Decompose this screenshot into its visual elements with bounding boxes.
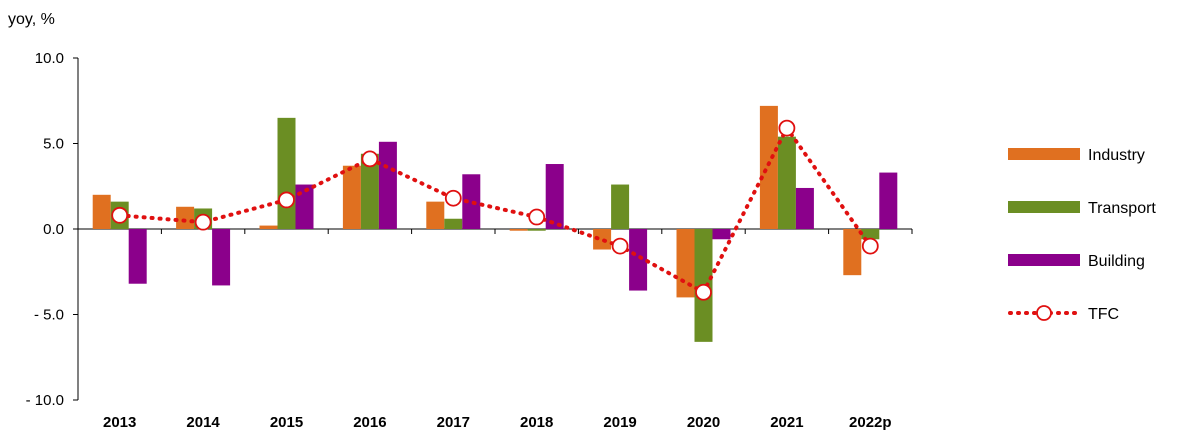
x-tick-label: 2022p bbox=[849, 414, 892, 431]
y-tick-label: 5.0 bbox=[43, 136, 64, 153]
bar-industry-2018 bbox=[509, 229, 528, 231]
legend-swatch-transport bbox=[1008, 201, 1080, 213]
bar-industry-2014 bbox=[176, 206, 195, 229]
bar-industry-2022p bbox=[843, 229, 862, 276]
bar-building-2019 bbox=[629, 229, 648, 291]
bar-industry-2016 bbox=[342, 165, 361, 229]
point-tfc-2015 bbox=[278, 191, 295, 209]
bar-transport-2016 bbox=[360, 153, 379, 229]
x-tick-label: 2019 bbox=[603, 414, 636, 431]
point-tfc-2019 bbox=[611, 237, 629, 255]
tfc-line bbox=[111, 119, 879, 301]
point-tfc-2022p bbox=[861, 237, 879, 255]
bar-industry-2021 bbox=[759, 105, 778, 229]
bar-building-2018 bbox=[545, 164, 564, 229]
bar-building-2022p bbox=[879, 172, 898, 229]
x-tick-label: 2021 bbox=[770, 414, 803, 431]
axis-labels: 10.0 5.0 0.0 - 5.0 - 10.0 2013 2014 2015 2016 201… bbox=[26, 50, 892, 431]
bar-building-2017 bbox=[462, 174, 481, 229]
point-tfc-2013 bbox=[111, 206, 129, 224]
legend-marker-tfc bbox=[1036, 305, 1052, 321]
x-tick-label: 2017 bbox=[437, 414, 470, 431]
bar-building-2016 bbox=[378, 141, 397, 229]
y-tick-label: - 5.0 bbox=[34, 307, 64, 324]
bar-transport-2015 bbox=[277, 117, 296, 229]
x-tick-label: 2020 bbox=[687, 414, 720, 431]
bar-industry-2019 bbox=[593, 229, 612, 250]
bar-building-2020 bbox=[712, 229, 731, 240]
x-tick-label: 2016 bbox=[353, 414, 386, 431]
x-tick-label: 2018 bbox=[520, 414, 553, 431]
bar-building-2015 bbox=[295, 184, 314, 229]
legend-label-building: Building bbox=[1088, 253, 1145, 270]
x-tick-label: 2014 bbox=[186, 414, 220, 431]
bar-building-2014 bbox=[212, 229, 231, 286]
bar-industry-2013 bbox=[92, 194, 111, 229]
x-tick-label: 2015 bbox=[270, 414, 303, 431]
bar-industry-2015 bbox=[259, 225, 278, 229]
bar-transport-2021 bbox=[777, 136, 796, 229]
bar-transport-2017 bbox=[444, 218, 463, 229]
y-tick-label: 0.0 bbox=[43, 221, 64, 238]
y-axis-unit-label: yoy, % bbox=[8, 11, 55, 28]
point-tfc-2014 bbox=[194, 213, 212, 231]
y-tick-label: - 10.0 bbox=[26, 392, 64, 409]
series-line-tfc bbox=[117, 124, 873, 296]
bar-building-2013 bbox=[128, 229, 147, 284]
bar-industry-2020 bbox=[676, 229, 695, 298]
point-tfc-2016 bbox=[361, 150, 379, 168]
legend-label-transport: Transport bbox=[1088, 200, 1156, 217]
bar-transport-2022p bbox=[861, 229, 880, 240]
point-tfc-2021 bbox=[778, 119, 796, 137]
legend-swatch-industry bbox=[1008, 148, 1080, 160]
bars bbox=[92, 105, 898, 342]
bar-building-2021 bbox=[795, 187, 814, 229]
point-tfc-2020 bbox=[695, 283, 712, 301]
legend: Industry Transport Building TFC bbox=[1008, 147, 1156, 323]
bar-transport-2018 bbox=[527, 229, 546, 231]
legend-swatch-building bbox=[1008, 254, 1080, 266]
bar-industry-2017 bbox=[426, 201, 445, 229]
legend-label-industry: Industry bbox=[1088, 147, 1145, 164]
x-tick-label: 2013 bbox=[103, 414, 136, 431]
bar-transport-2019 bbox=[611, 184, 630, 229]
legend-label-tfc: TFC bbox=[1088, 306, 1119, 323]
y-tick-label: 10.0 bbox=[35, 50, 64, 67]
point-tfc-2018 bbox=[528, 208, 546, 226]
point-tfc-2017 bbox=[444, 189, 462, 207]
